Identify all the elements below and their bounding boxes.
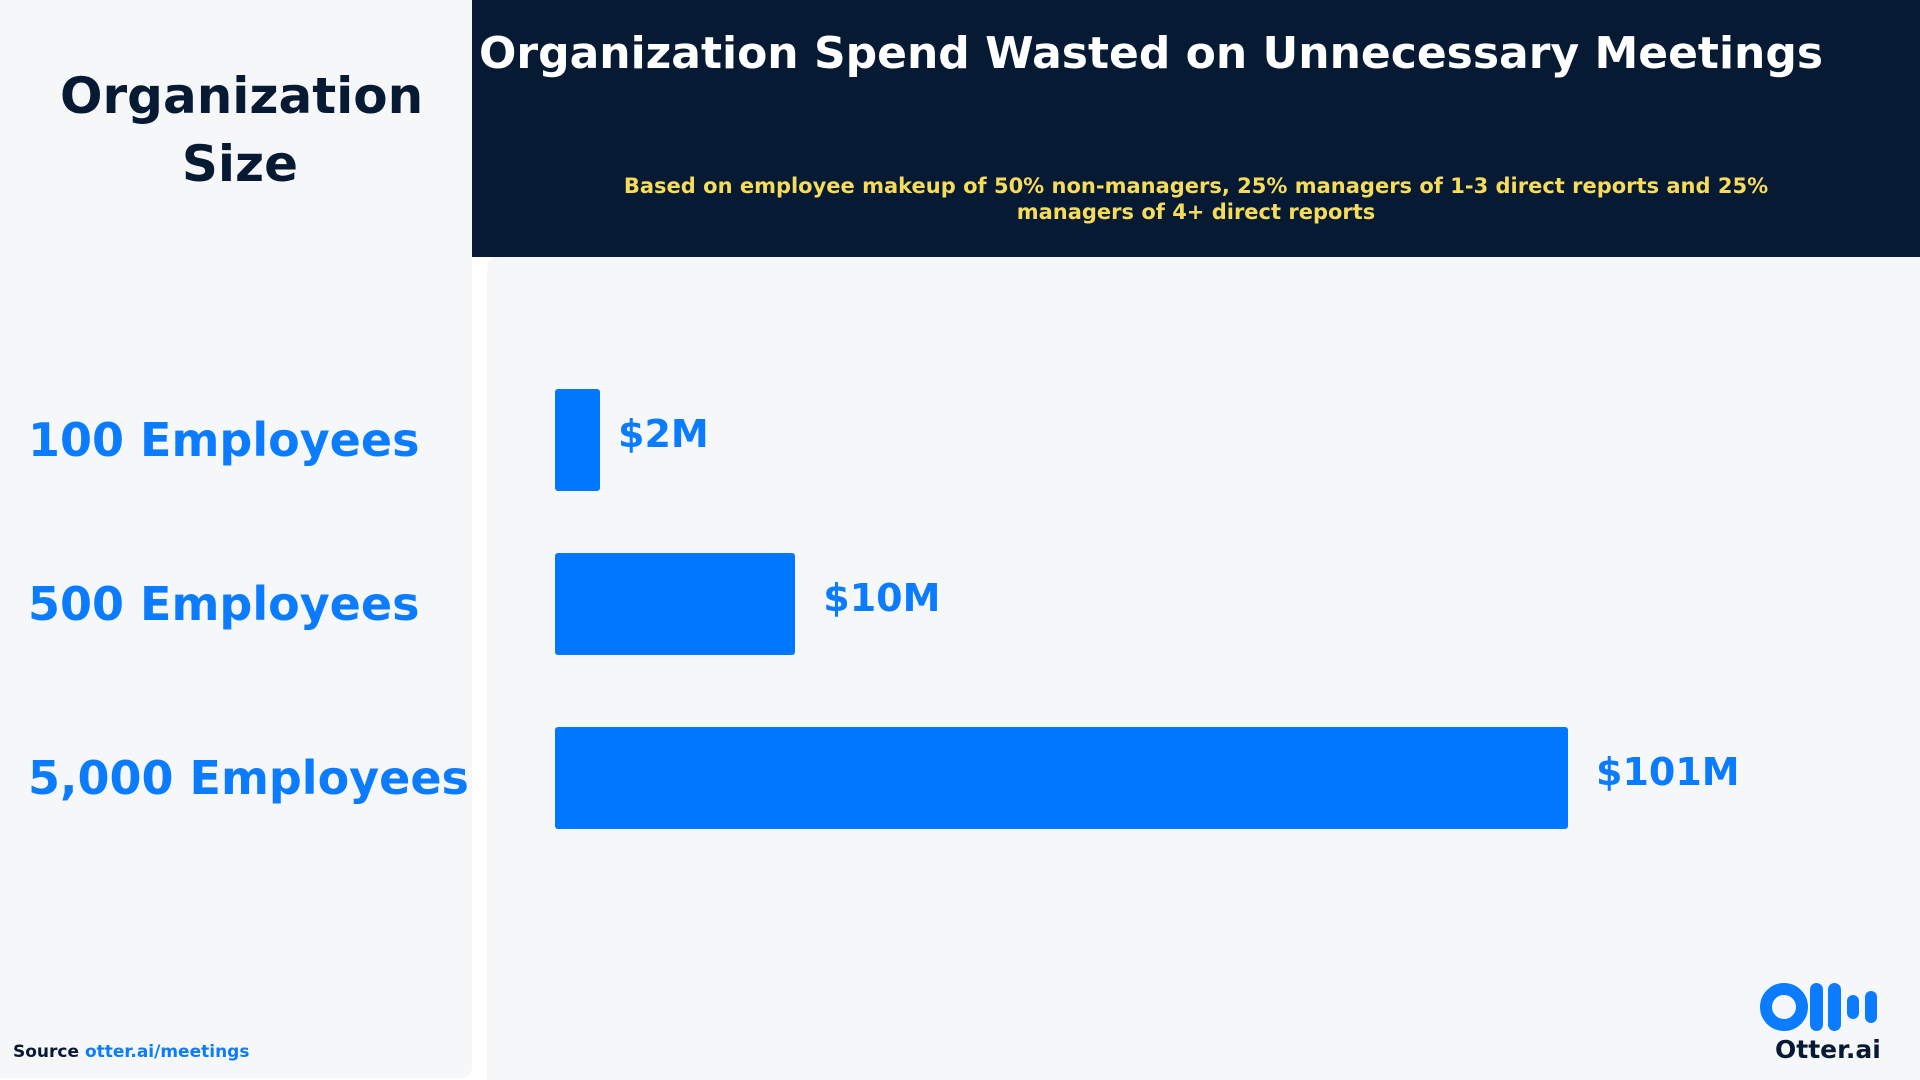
bar: [555, 727, 1568, 829]
chart-subtitle: Based on employee makeup of 50% non-mana…: [623, 174, 1769, 224]
category-label: 100 Employees: [28, 413, 420, 467]
logo-text: Otter.ai: [1775, 1035, 1881, 1064]
source-note: Source otter.ai/meetings: [13, 1042, 249, 1062]
category-panel: [0, 0, 472, 1078]
otter-logo-icon: [1760, 983, 1877, 1031]
chart-title: Organization Spend Wasted on Unnecessary…: [478, 28, 1824, 79]
source-link[interactable]: otter.ai/meetings: [84, 1042, 250, 1062]
value-label: $2M: [618, 412, 709, 456]
category-header-text: Organization Size: [60, 67, 424, 193]
bar: [555, 553, 796, 655]
chart-header: Organization Spend Wasted on Unnecessary…: [472, 0, 1920, 257]
category-header: Organization Size: [0, 62, 480, 198]
category-label: 500 Employees: [28, 577, 420, 631]
chart-panel: [487, 257, 1920, 1080]
category-label: 5,000 Employees: [28, 751, 469, 805]
source-label: Source: [13, 1042, 80, 1062]
bar: [555, 389, 600, 491]
value-label: $10M: [823, 576, 941, 620]
value-label: $101M: [1596, 750, 1740, 794]
